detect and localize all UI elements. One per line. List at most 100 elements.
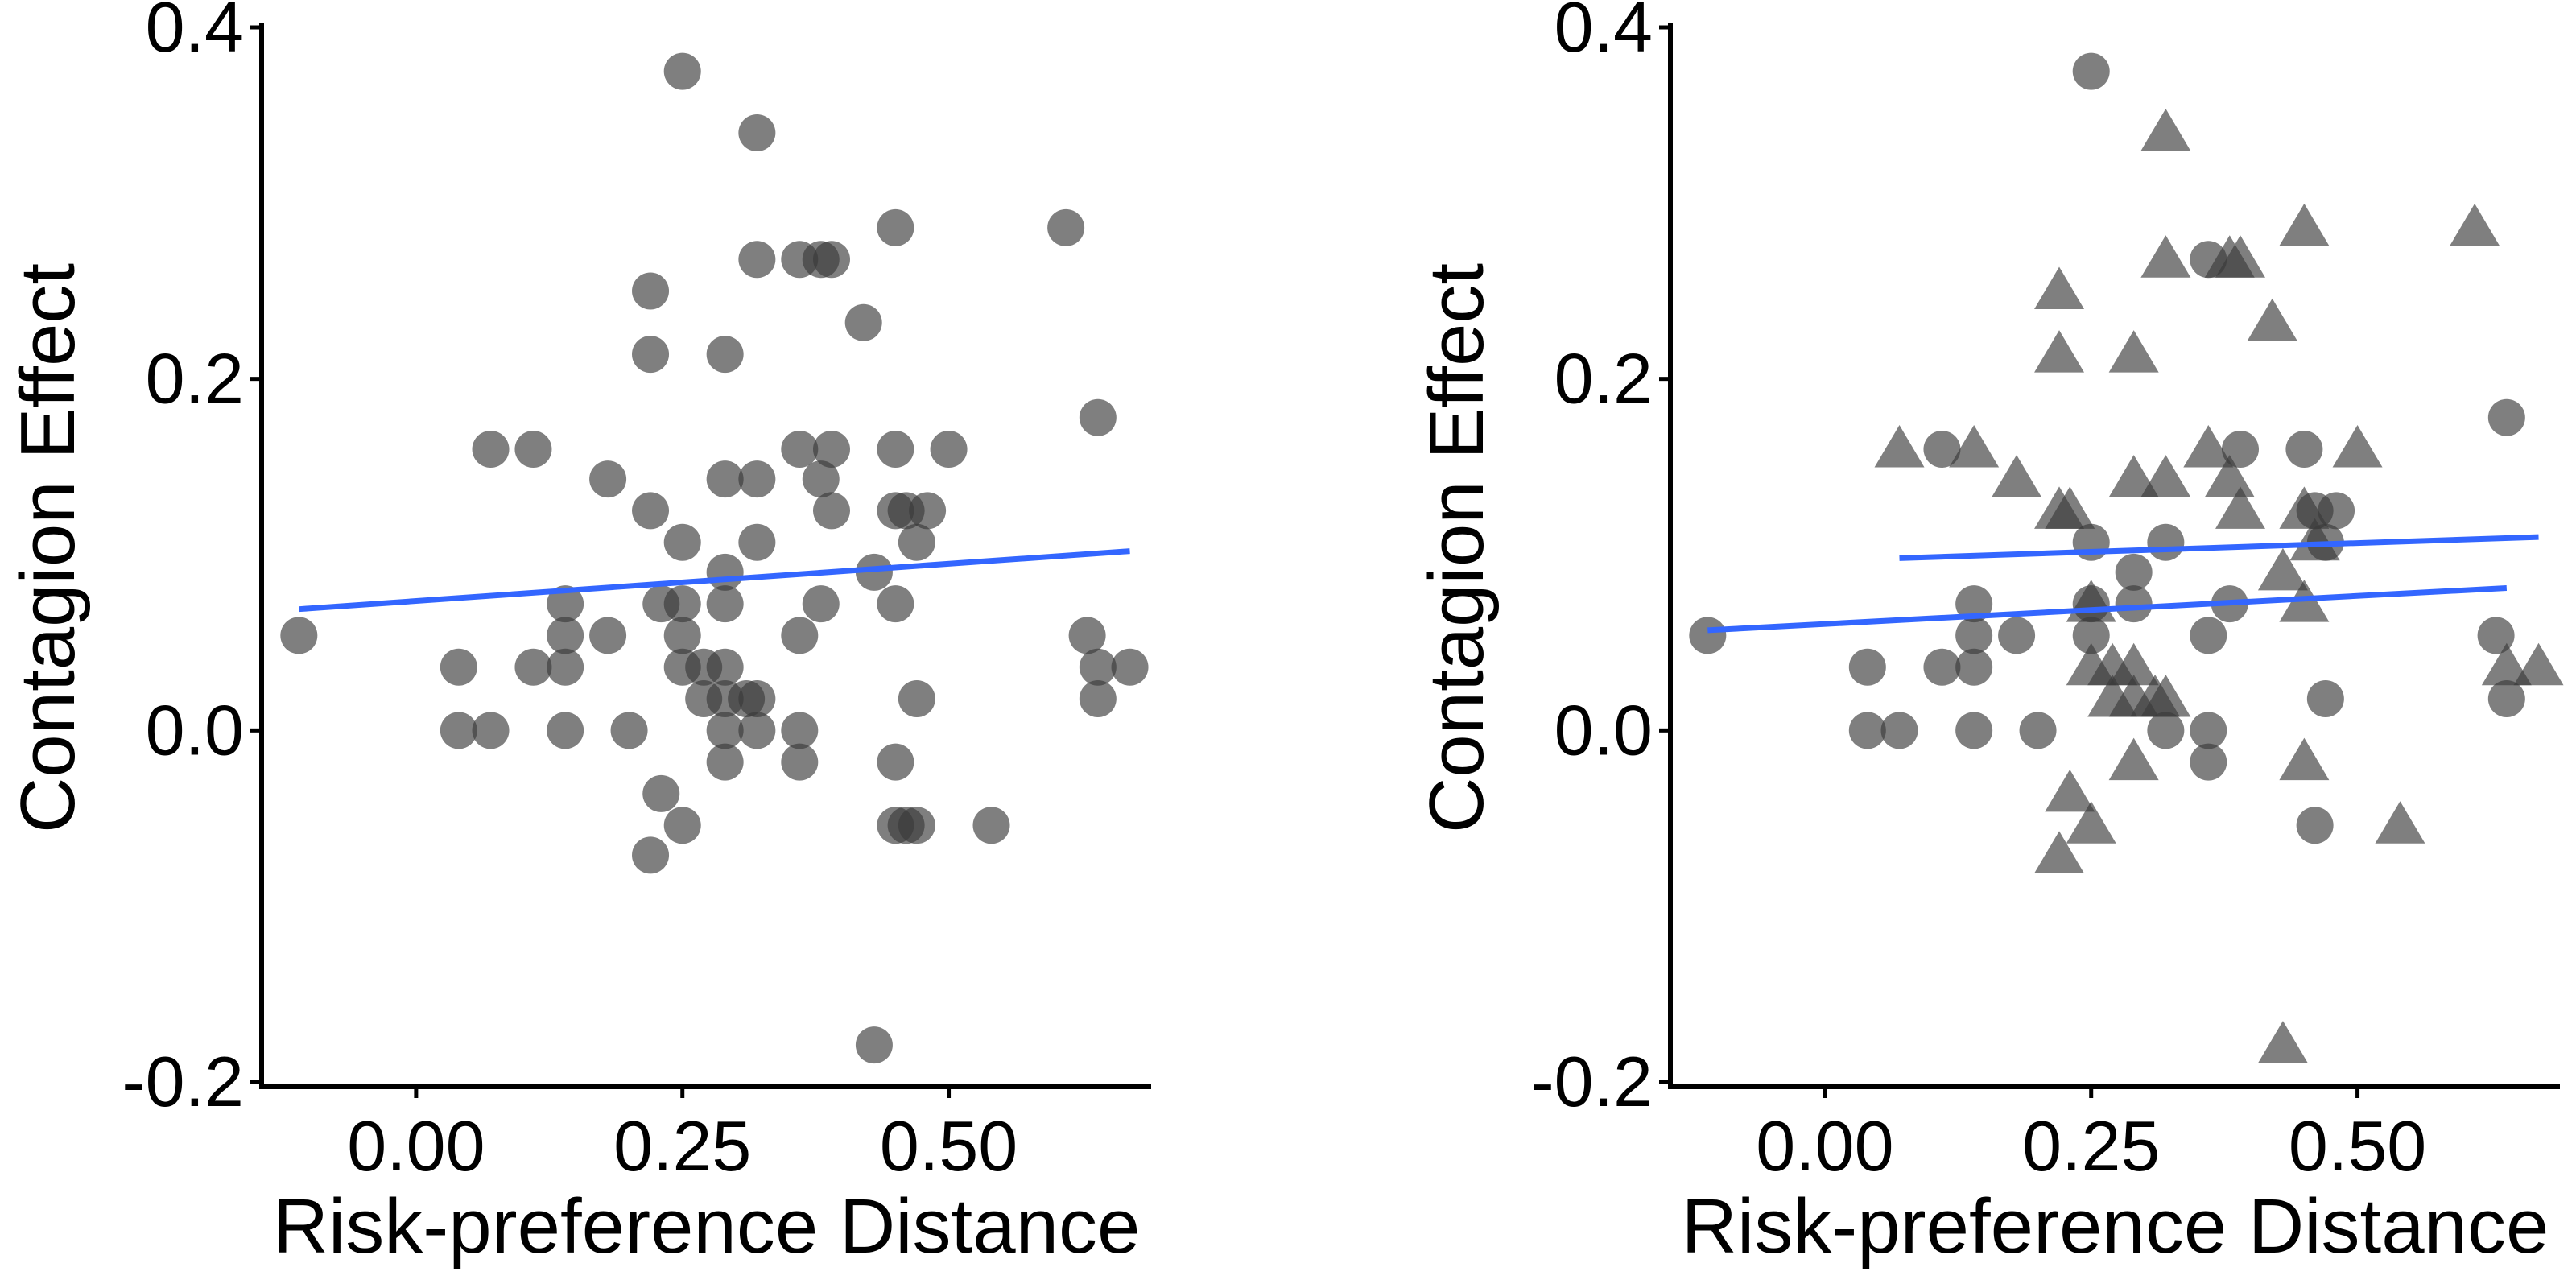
triangle-point <box>1949 425 2000 468</box>
triangle-point <box>2279 203 2330 246</box>
circle-point <box>812 431 850 468</box>
circle-point <box>877 431 914 468</box>
circle-point <box>706 712 744 749</box>
circle-point <box>663 807 701 844</box>
y-tick-label: 0.2 <box>1554 339 1653 419</box>
triangle-point <box>2257 547 2308 591</box>
regression-line <box>1707 584 2508 634</box>
triangle-point <box>2375 801 2425 844</box>
circle-point <box>802 460 840 498</box>
triangle-point <box>2289 518 2340 561</box>
triangle-point <box>2450 203 2500 246</box>
circle-point <box>877 208 914 246</box>
circle-point <box>738 114 776 151</box>
circle-point <box>663 585 701 623</box>
y-tick-label: 0.2 <box>146 339 244 419</box>
right-panel: -0.2 0.0 0.2 0.4 0.00 0.25 0.50Risk-preference… <box>1414 0 2564 1269</box>
y-tick-label: 0.0 <box>1554 690 1653 770</box>
triangle-point <box>2034 266 2085 309</box>
circle-point <box>1079 680 1117 718</box>
circle-point <box>2190 712 2227 749</box>
circle-point <box>2072 523 2110 561</box>
circle-point <box>547 617 584 654</box>
circle-point <box>781 712 819 749</box>
y-tick-label: 0.4 <box>146 0 244 67</box>
circle-point <box>2487 398 2525 436</box>
triangle-point <box>2066 801 2116 844</box>
triangle-point <box>2140 109 2191 151</box>
circle-point <box>632 272 670 310</box>
circle-point <box>1923 431 1961 468</box>
triangle-point <box>2332 425 2383 468</box>
triangle-point <box>2108 455 2159 497</box>
circle-point <box>972 807 1010 844</box>
circle-point <box>1923 648 1961 686</box>
circle-point <box>738 460 776 498</box>
x-tick-label: 0.25 <box>2022 1106 2160 1186</box>
circle-point <box>1955 648 1993 686</box>
circle-point <box>440 648 477 686</box>
circle-point <box>2318 492 2355 530</box>
circle-point <box>2190 617 2227 654</box>
circle-point <box>2072 52 2110 90</box>
circle-point <box>2115 585 2153 623</box>
triangle-point <box>1992 455 2042 497</box>
x-tick-label: 0.00 <box>347 1106 485 1186</box>
y-axis-title: Contagion Effect <box>1414 263 1500 833</box>
circle-point <box>738 680 776 718</box>
circle-point <box>812 241 850 279</box>
regression-line <box>1899 534 2539 561</box>
circle-point <box>1079 398 1117 436</box>
triangle-point <box>2215 486 2265 529</box>
circle-point <box>663 617 701 654</box>
circle-point <box>547 712 584 749</box>
circle-point <box>898 680 935 718</box>
y-tick-label: 0.0 <box>146 690 244 770</box>
triangle-point <box>1874 425 1925 468</box>
triangle-point <box>2045 486 2095 529</box>
circle-point <box>2190 743 2227 781</box>
circle-point <box>514 648 552 686</box>
x-axis-title: Risk-preference Distance <box>1682 1183 2549 1269</box>
x-tick-label: 0.50 <box>880 1106 1018 1186</box>
triangle-point <box>2140 675 2191 717</box>
circle-point <box>855 553 893 591</box>
circle-point <box>1068 617 1106 654</box>
y-tick-label: -0.2 <box>122 1042 244 1121</box>
circle-point <box>472 431 510 468</box>
x-tick-label: 0.50 <box>2289 1106 2426 1186</box>
triangle-point <box>2204 455 2255 497</box>
circle-point <box>898 523 935 561</box>
circle-point <box>642 774 680 812</box>
circle-point <box>877 585 914 623</box>
circle-point <box>1047 208 1085 246</box>
circle-point <box>877 743 914 781</box>
triangle-point <box>2481 642 2532 686</box>
triangle-point <box>2108 737 2159 781</box>
left-panel: -0.2 0.0 0.2 0.4 0.00 0.25 0.50Risk-preference… <box>5 0 1151 1269</box>
circle-point <box>663 52 701 90</box>
circle-point <box>930 431 968 468</box>
triangle-point <box>2034 831 2085 873</box>
circle-point <box>547 648 584 686</box>
circle-point <box>706 553 744 591</box>
circle-point <box>706 648 744 686</box>
triangle-point <box>2108 330 2159 373</box>
circle-point <box>440 712 477 749</box>
circle-point <box>1848 712 1886 749</box>
triangle-point <box>2045 769 2095 812</box>
triangle-point <box>2247 298 2297 341</box>
y-tick-label: 0.4 <box>1554 0 1653 67</box>
triangle-point <box>2140 455 2191 497</box>
circle-point <box>589 460 627 498</box>
circle-point <box>738 712 776 749</box>
circle-point <box>706 585 744 623</box>
circle-point <box>706 460 744 498</box>
circle-point <box>812 492 850 530</box>
circle-point <box>738 241 776 279</box>
x-tick-label: 0.25 <box>613 1106 751 1186</box>
triangle-point <box>2279 737 2330 781</box>
y-tick-label: -0.2 <box>1530 1042 1653 1121</box>
circle-point <box>2147 712 2185 749</box>
